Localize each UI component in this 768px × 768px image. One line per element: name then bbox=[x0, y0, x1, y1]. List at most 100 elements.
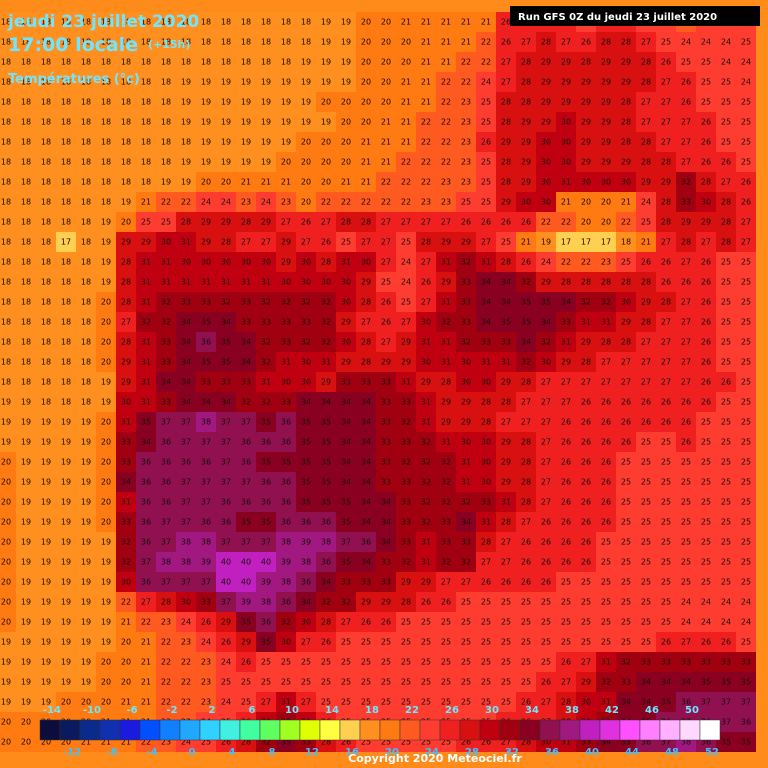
temperature-value: 18 bbox=[301, 38, 311, 47]
temperature-value: 31 bbox=[141, 258, 151, 267]
temperature-value: 26 bbox=[581, 518, 591, 527]
temperature-value: 19 bbox=[61, 438, 71, 447]
temperature-value: 18 bbox=[101, 118, 111, 127]
temperature-cell bbox=[596, 52, 616, 72]
legend-label: 26 bbox=[445, 705, 459, 716]
temperature-cell bbox=[696, 632, 716, 652]
temperature-value: 33 bbox=[681, 198, 691, 207]
temperature-cell bbox=[736, 72, 756, 92]
temperature-cell bbox=[356, 92, 376, 112]
temperature-value: 18 bbox=[221, 58, 231, 67]
temperature-cell bbox=[356, 372, 376, 392]
temperature-value: 34 bbox=[141, 438, 151, 447]
temperature-value: 18 bbox=[61, 158, 71, 167]
legend-swatch bbox=[139, 719, 161, 741]
temperature-cell bbox=[716, 232, 736, 252]
temperature-value: 30 bbox=[581, 698, 591, 707]
temperature-cell bbox=[656, 492, 676, 512]
temperature-value: 27 bbox=[681, 358, 691, 367]
temperature-value: 19 bbox=[1, 418, 11, 427]
temperature-value: 18 bbox=[1, 298, 11, 307]
temperature-cell bbox=[636, 172, 656, 192]
temperature-cell bbox=[736, 592, 756, 612]
temperature-cell bbox=[676, 172, 696, 192]
legend-swatch bbox=[79, 719, 101, 741]
temperature-value: 27 bbox=[601, 378, 611, 387]
temperature-value: 22 bbox=[401, 198, 411, 207]
temperature-cell bbox=[616, 612, 636, 632]
temperature-value: 37 bbox=[241, 478, 251, 487]
temperature-cell bbox=[316, 412, 336, 432]
temperature-cell bbox=[36, 332, 56, 352]
temperature-cell bbox=[656, 72, 676, 92]
temperature-value: 25 bbox=[641, 618, 651, 627]
temperature-cell bbox=[496, 672, 516, 692]
temperature-value: 26 bbox=[501, 38, 511, 47]
temperature-value: 24 bbox=[741, 598, 751, 607]
temperature-cell bbox=[76, 192, 96, 212]
temperature-value: 18 bbox=[61, 78, 71, 87]
temperature-cell bbox=[516, 392, 536, 412]
temperature-value: 29 bbox=[121, 238, 131, 247]
temperature-value: 36 bbox=[701, 738, 711, 747]
temperature-value: 26 bbox=[681, 438, 691, 447]
temperature-value: 19 bbox=[101, 638, 111, 647]
temperature-value: 25 bbox=[661, 598, 671, 607]
temperature-cell bbox=[636, 532, 656, 552]
temperature-value: 20 bbox=[101, 298, 111, 307]
temperature-cell bbox=[716, 132, 736, 152]
temperature-cell bbox=[296, 52, 316, 72]
temperature-value: 29 bbox=[601, 58, 611, 67]
temperature-cell bbox=[16, 172, 36, 192]
temperature-value: 22 bbox=[581, 258, 591, 267]
temperature-value: 24 bbox=[641, 198, 651, 207]
temperature-cell bbox=[376, 192, 396, 212]
temperature-value: 28 bbox=[581, 358, 591, 367]
temperature-cell bbox=[536, 472, 556, 492]
temperature-cell bbox=[736, 232, 756, 252]
temperature-value: 26 bbox=[201, 618, 211, 627]
temperature-cell bbox=[356, 112, 376, 132]
temperature-value: 25 bbox=[321, 678, 331, 687]
temperature-value: 34 bbox=[361, 438, 371, 447]
temperature-value: 21 bbox=[441, 38, 451, 47]
temperature-cell bbox=[316, 92, 336, 112]
temperature-cell bbox=[276, 52, 296, 72]
temperature-cell bbox=[356, 392, 376, 412]
temperature-cell bbox=[0, 112, 16, 132]
temperature-value: 35 bbox=[321, 418, 331, 427]
temperature-cell bbox=[156, 172, 176, 192]
temperature-value: 32 bbox=[121, 558, 131, 567]
temperature-cell bbox=[536, 372, 556, 392]
temperature-cell bbox=[0, 332, 16, 352]
temperature-cell bbox=[0, 412, 16, 432]
temperature-value: 25 bbox=[701, 418, 711, 427]
temperature-value: 34 bbox=[361, 398, 371, 407]
temperature-value: 21 bbox=[421, 98, 431, 107]
temperature-value: 18 bbox=[121, 18, 131, 27]
temperature-cell bbox=[716, 432, 736, 452]
temperature-value: 37 bbox=[261, 538, 271, 547]
temperature-cell bbox=[416, 612, 436, 632]
temperature-value: 27 bbox=[581, 378, 591, 387]
temperature-value: 18 bbox=[1, 118, 11, 127]
temperature-cell bbox=[596, 652, 616, 672]
temperature-value: 18 bbox=[21, 118, 31, 127]
temperature-cell bbox=[236, 652, 256, 672]
temperature-cell bbox=[536, 692, 556, 712]
temperature-cell bbox=[76, 292, 96, 312]
temperature-cell bbox=[396, 112, 416, 132]
temperature-value: 18 bbox=[121, 98, 131, 107]
temperature-cell bbox=[456, 392, 476, 412]
temperature-cell bbox=[716, 592, 736, 612]
temperature-value: 18 bbox=[141, 58, 151, 67]
temperature-cell bbox=[256, 432, 276, 452]
temperature-cell bbox=[256, 452, 276, 472]
temperature-cell bbox=[596, 452, 616, 472]
temperature-cell bbox=[656, 132, 676, 152]
temperature-cell bbox=[416, 132, 436, 152]
temperature-value: 20 bbox=[1, 558, 11, 567]
temperature-value: 19 bbox=[41, 638, 51, 647]
temperature-value: 25 bbox=[501, 678, 511, 687]
temperature-value: 27 bbox=[741, 238, 751, 247]
